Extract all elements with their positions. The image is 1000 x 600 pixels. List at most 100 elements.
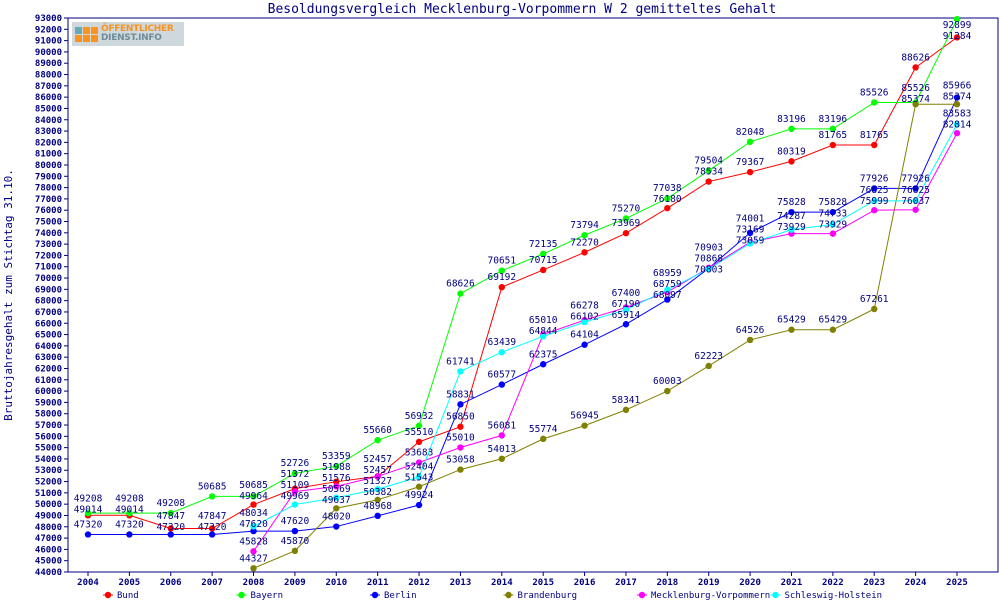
data-point [208,525,216,532]
data-point [871,207,878,214]
y-tick-label: 92000 [35,25,62,35]
data-point [167,509,174,517]
data-point [415,501,423,509]
data-label: 73169 [736,224,765,235]
data-point [415,473,423,481]
data-point [788,125,795,133]
y-tick-label: 89000 [35,59,62,69]
data-label: 44327 [239,553,268,564]
y-tick-label: 52000 [35,478,62,488]
y-tick-label: 65000 [35,331,62,341]
data-label: 73929 [777,222,806,233]
series-line-bund [88,36,958,530]
data-label: 49208 [74,494,103,505]
data-point [746,229,754,237]
data-label: 50685 [198,481,227,492]
x-tick-label: 2018 [656,578,678,588]
data-label: 48034 [239,508,268,519]
x-tick-label: 2022 [822,578,844,588]
data-label: 72270 [570,237,599,248]
x-tick-label: 2009 [284,578,306,588]
legend-label: Bayern [251,591,284,600]
data-label: 62375 [529,349,558,360]
data-label: 79504 [694,156,723,167]
data-point [705,178,712,185]
data-label: 52404 [405,461,434,472]
y-tick-label: 66000 [35,319,62,329]
data-label: 65914 [612,310,641,321]
y-tick-label: 82000 [35,138,62,148]
data-label: 62223 [694,351,723,362]
data-label: 85374 [901,94,930,105]
data-label: 73969 [612,218,641,229]
data-label: 73059 [736,235,765,246]
legend-label: Berlin [384,591,417,600]
y-tick-label: 88000 [35,71,62,81]
data-label: 85374 [943,91,972,102]
data-point [622,215,630,222]
y-tick-label: 49000 [35,511,62,521]
y-tick-label: 64000 [35,342,62,352]
data-point [622,306,630,314]
data-point [250,493,257,500]
data-point [250,548,257,555]
data-point [953,34,961,41]
x-tick-label: 2024 [905,578,927,588]
y-tick-label: 72000 [35,251,62,261]
data-label: 47320 [198,522,227,533]
data-point [333,523,340,530]
data-point [829,326,837,333]
x-tick-label: 2014 [491,578,513,588]
data-label: 65429 [777,315,806,326]
y-tick-label: 69000 [35,285,62,295]
data-point [498,455,506,462]
data-label: 83196 [819,114,848,125]
data-label: 70903 [694,242,723,253]
x-tick-label: 2004 [77,578,99,588]
data-label: 74733 [819,209,848,220]
data-label: 70715 [529,255,558,266]
y-tick-label: 50000 [35,500,62,510]
y-tick-label: 84000 [35,116,62,126]
data-label: 70651 [488,256,517,267]
data-point [746,240,754,247]
data-label: 53683 [405,448,434,459]
data-label: 67400 [612,288,641,299]
data-point [374,512,381,520]
x-tick-label: 2019 [698,578,720,588]
data-label: 47620 [281,516,310,527]
data-label: 58831 [446,389,475,400]
y-tick-label: 83000 [35,127,62,137]
data-label: 48968 [363,501,392,512]
data-label: 73794 [570,220,599,231]
data-point [746,336,754,344]
data-point [498,267,506,274]
y-tick-label: 81000 [35,150,62,160]
series-line-bayern [88,18,958,514]
data-point [250,527,257,535]
x-tick-label: 2012 [408,578,430,588]
data-label: 60003 [653,376,682,387]
y-tick-label: 74000 [35,229,62,239]
data-point [291,488,299,495]
data-point [953,101,961,108]
data-point [829,208,837,216]
data-point [539,333,547,340]
data-labels: 4920849014473204920849014473204920847847… [74,20,972,564]
y-tick-label: 75000 [35,218,62,228]
y-tick-label: 90000 [35,48,62,58]
data-label: 76037 [901,196,930,207]
data-label: 51372 [281,469,310,480]
data-label: 49014 [74,505,103,516]
series-line-mecklenburg-vorpommern [253,132,958,552]
data-label: 53058 [446,455,475,466]
legend: Bund Bayern Berlin Brandenburg Mecklenburg-V… [103,591,882,600]
data-label: 47620 [239,519,268,530]
data-label: 49637 [322,495,351,506]
data-label: 67190 [612,299,641,310]
data-label: 60577 [488,370,517,381]
data-point [829,141,837,149]
data-point [664,204,671,212]
y-tick-label: 57000 [35,421,62,431]
